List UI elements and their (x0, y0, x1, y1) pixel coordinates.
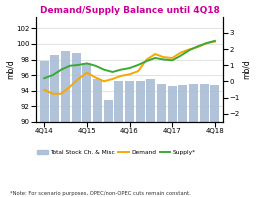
Text: *Note: For scenario purposes, OPEC/non-OPEC cuts remain constant.: *Note: For scenario purposes, OPEC/non-O… (10, 191, 191, 196)
Bar (189, 85, 198, 197)
Bar (114, 81, 123, 197)
Legend: Total Stock Ch. & Misc, Demand, Supply*: Total Stock Ch. & Misc, Demand, Supply* (35, 148, 198, 158)
Bar (72, 53, 81, 197)
Bar (82, 63, 91, 197)
Bar (61, 51, 70, 197)
Bar (40, 61, 49, 197)
Bar (104, 100, 113, 197)
Bar (136, 81, 145, 197)
Bar (210, 85, 219, 197)
Bar (146, 79, 155, 197)
Y-axis label: mb/d: mb/d (241, 59, 250, 79)
Bar (178, 85, 187, 197)
Bar (200, 85, 209, 197)
Y-axis label: mb/d: mb/d (6, 59, 15, 79)
Bar (125, 81, 134, 197)
Bar (93, 79, 102, 197)
Bar (157, 85, 166, 197)
Title: Demand/Supply Balance until 4Q18: Demand/Supply Balance until 4Q18 (40, 6, 219, 15)
Bar (50, 55, 59, 197)
Bar (168, 86, 177, 197)
